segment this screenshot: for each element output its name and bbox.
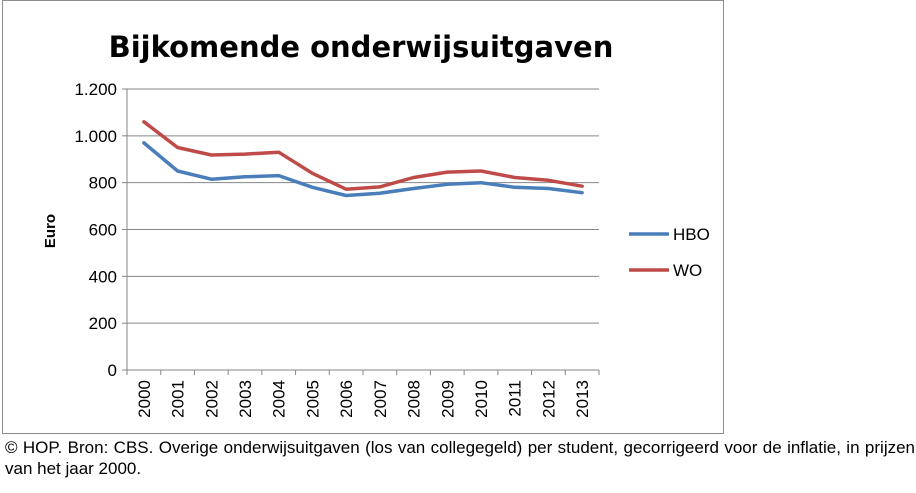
y-axis-label: Euro [42,214,59,248]
y-tick-labels: 0 200 400 600 800 1.000 1.200 [74,80,117,380]
y-tick-label: 600 [89,221,117,240]
gridlines [127,88,599,324]
y-tick-label: 0 [108,361,117,380]
x-tick-label: 2008 [405,380,424,418]
line-chart: Bijkomende onderwijsuitgaven Euro 020040… [42,30,710,418]
x-tick-label: 2004 [270,380,289,418]
x-tick-label: 2012 [539,380,558,418]
axes [122,88,600,375]
series-lines [142,120,584,198]
legend-label-hbo: HBO [673,225,710,244]
series-line-wo [142,120,584,191]
x-tick-label: 2002 [202,380,221,418]
y-tick-label: 400 [89,267,117,286]
y-tick-label: 200 [89,314,117,333]
x-tick-label: 2001 [169,380,188,418]
x-tick-labels: 2000 2001 2002 2003 2004 2005 2006 2007 2008 2009… [135,380,592,418]
y-tick-label: 1.000 [74,127,117,146]
legend-label-wo: WO [673,261,702,280]
source-caption: © HOP. Bron: CBS. Overige onderwijsuitga… [5,438,915,478]
x-tick-label: 2009 [438,380,457,418]
x-tick-label: 2003 [236,380,255,418]
x-tick-label: 2007 [371,380,390,418]
y-tick-label: 1.200 [74,80,117,99]
x-tick-label: 2011 [506,380,525,417]
x-tick-label: 2005 [303,380,322,418]
x-tick-label: 2006 [337,380,356,418]
x-tick-label: 2000 [135,380,154,418]
x-tick-label: 2013 [573,380,592,418]
legend: HBO WO [629,225,710,280]
chart-title: Bijkomende onderwijsuitgaven [109,30,614,64]
x-tick-label: 2010 [472,380,491,418]
chart-frame: Bijkomende onderwijsuitgaven Euro 0 200 40… [2,0,724,434]
series-line-hbo [142,141,584,198]
y-tick-label: 800 [89,174,117,193]
